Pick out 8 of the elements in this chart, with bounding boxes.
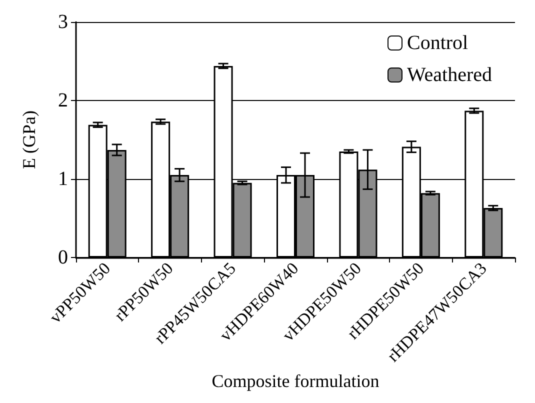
y-axis-title: E (GPa) <box>19 110 39 169</box>
y-tick-label: 1 <box>58 168 68 190</box>
y-tick-label: 3 <box>58 11 68 33</box>
legend-label: Control <box>407 32 469 54</box>
y-tick-label: 2 <box>58 89 68 112</box>
legend-label: Weathered <box>407 64 492 86</box>
y-tick-label: 0 <box>58 246 68 268</box>
x-axis-title: Composite formulation <box>212 371 380 391</box>
